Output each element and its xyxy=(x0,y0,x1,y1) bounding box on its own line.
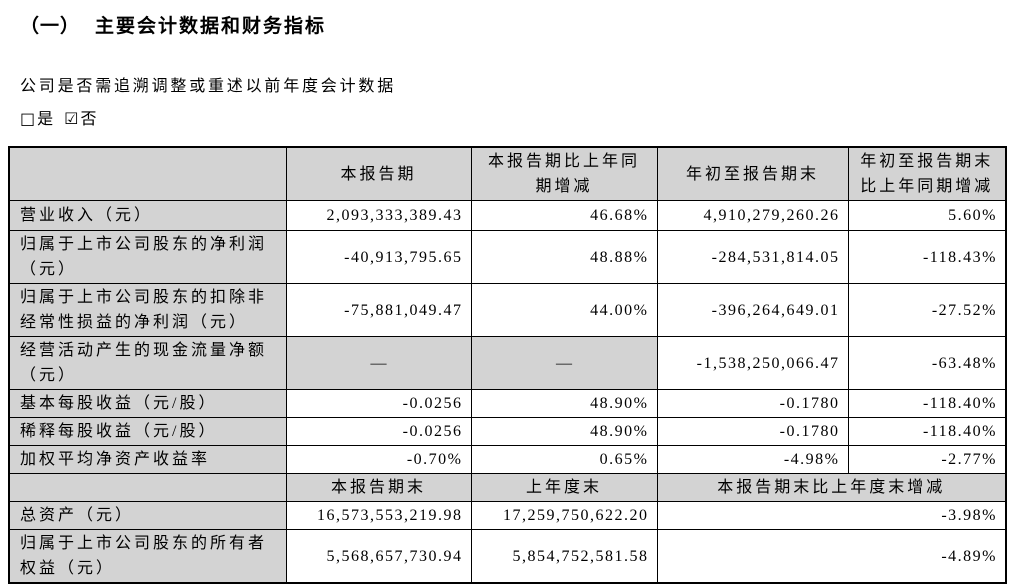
financial-indicators-table: 本报告期 本报告期比上年同期增减 年初至报告期末 年初至报告期末比上年同期增减 … xyxy=(8,146,1007,584)
section-heading: （一） 主要会计数据和财务指标 xyxy=(20,13,1032,41)
header-row-period: 本报告期 本报告期比上年同期增减 年初至报告期末 年初至报告期末比上年同期增减 xyxy=(8,146,1007,201)
cell-total-assets-prev-year-end: 17,259,750,622.20 xyxy=(470,501,658,530)
table-row-total-assets: 总资产（元） 16,573,553,219.98 17,259,750,622.… xyxy=(8,501,1007,530)
table-row-operating-revenue: 营业收入（元） 2,093,333,389.43 46.68% 4,910,27… xyxy=(8,200,1007,231)
row-label-weighted-avg-roe: 加权平均净资产收益率 xyxy=(8,445,287,474)
cell-total-assets-change: -3.98% xyxy=(656,501,1007,530)
header-blank-cell xyxy=(8,146,287,201)
cell-operating-revenue-ytd: 4,910,279,260.26 xyxy=(656,200,849,231)
cell-diluted-eps-yoy-change: 48.90% xyxy=(470,417,658,446)
cell-weighted-avg-roe-ytd-yoy-change: -2.77% xyxy=(847,445,1007,474)
checkbox-no-label: 否 xyxy=(80,111,98,128)
table-row-net-profit-excl-nonrecurring: 归属于上市公司股东的扣除非经常性损益的净利润（元） -75,881,049.47… xyxy=(8,283,1007,337)
row-label-net-profit-excl-nonrecurring: 归属于上市公司股东的扣除非经常性损益的净利润（元） xyxy=(8,283,287,337)
cell-basic-eps-current: -0.0256 xyxy=(285,389,472,418)
cell-diluted-eps-ytd-yoy-change: -118.40% xyxy=(847,417,1007,446)
row-label-basic-eps: 基本每股收益（元/股） xyxy=(8,389,287,418)
cell-basic-eps-yoy-change: 48.90% xyxy=(470,389,658,418)
row-label-equity-attributable: 归属于上市公司股东的所有者权益（元） xyxy=(8,529,287,584)
cell-diluted-eps-ytd: -0.1780 xyxy=(656,417,849,446)
cell-equity-attributable-prev-year-end: 5,854,752,581.58 xyxy=(470,529,658,584)
cell-total-assets-period-end: 16,573,553,219.98 xyxy=(285,501,472,530)
report-page: （一） 主要会计数据和财务指标 公司是否需追溯调整或重述以前年度会计数据 □是 ☑否… xyxy=(0,13,1032,584)
cell-net-profit-current: -40,913,795.65 xyxy=(285,230,472,284)
checkbox-yes-label: 是 xyxy=(37,111,55,128)
cell-weighted-avg-roe-current: -0.70% xyxy=(285,445,472,474)
table-row-net-profit: 归属于上市公司股东的净利润（元） -40,913,795.65 48.88% -… xyxy=(8,230,1007,284)
cell-operating-revenue-yoy-change: 46.68% xyxy=(470,200,658,231)
cell-weighted-avg-roe-ytd: -4.98% xyxy=(656,445,849,474)
cell-basic-eps-ytd: -0.1780 xyxy=(656,389,849,418)
cell-net-profit-excl-nonrecurring-ytd-yoy-change: -27.52% xyxy=(847,283,1007,337)
cell-net-profit-ytd-yoy-change: -118.43% xyxy=(847,230,1007,284)
header-ytd-yoy-change: 年初至报告期末比上年同期增减 xyxy=(847,146,1007,201)
cell-net-profit-excl-nonrecurring-ytd: -396,264,649.01 xyxy=(656,283,849,337)
table-row-operating-cash-flow: 经营活动产生的现金流量净额（元） — — -1,538,250,066.47 -… xyxy=(8,336,1007,390)
table-row-equity-attributable: 归属于上市公司股东的所有者权益（元） 5,568,657,730.94 5,85… xyxy=(8,529,1007,584)
header-ytd: 年初至报告期末 xyxy=(656,146,849,201)
cell-equity-attributable-period-end: 5,568,657,730.94 xyxy=(285,529,472,584)
row-label-operating-revenue: 营业收入（元） xyxy=(8,200,287,231)
cell-equity-attributable-change: -4.89% xyxy=(656,529,1007,584)
section-number: （一） xyxy=(20,16,81,37)
checkbox-unchecked-icon: □ xyxy=(20,109,37,128)
row-label-operating-cash-flow: 经营活动产生的现金流量净额（元） xyxy=(8,336,287,390)
row-label-net-profit: 归属于上市公司股东的净利润（元） xyxy=(8,230,287,284)
cell-basic-eps-ytd-yoy-change: -118.40% xyxy=(847,389,1007,418)
row-label-diluted-eps: 稀释每股收益（元/股） xyxy=(8,417,287,446)
cell-operating-revenue-current: 2,093,333,389.43 xyxy=(285,200,472,231)
cell-diluted-eps-current: -0.0256 xyxy=(285,417,472,446)
row-label-total-assets: 总资产（元） xyxy=(8,501,287,530)
cell-operating-cash-flow-yoy-change: — xyxy=(470,336,658,390)
cell-operating-cash-flow-ytd-yoy-change: -63.48% xyxy=(847,336,1007,390)
restatement-question: 公司是否需追溯调整或重述以前年度会计数据 xyxy=(20,78,397,95)
cell-operating-revenue-ytd-yoy-change: 5.60% xyxy=(847,200,1007,231)
cell-net-profit-excl-nonrecurring-yoy-change: 44.00% xyxy=(470,283,658,337)
header-balance-blank-cell xyxy=(8,473,287,502)
header-prev-year-end: 上年度末 xyxy=(470,473,658,502)
header-current-period: 本报告期 xyxy=(285,146,472,201)
checkbox-checked-icon: ☑ xyxy=(64,109,80,128)
cell-operating-cash-flow-ytd: -1,538,250,066.47 xyxy=(656,336,849,390)
header-period-end-change: 本报告期末比上年度末增减 xyxy=(656,473,1007,502)
cell-net-profit-yoy-change: 48.88% xyxy=(470,230,658,284)
restatement-answer-row: □是 ☑否 xyxy=(20,107,1032,132)
header-period-yoy-change: 本报告期比上年同期增减 xyxy=(470,146,658,201)
cell-net-profit-excl-nonrecurring-current: -75,881,049.47 xyxy=(285,283,472,337)
section-title: 主要会计数据和财务指标 xyxy=(95,16,327,37)
table-row-diluted-eps: 稀释每股收益（元/股） -0.0256 48.90% -0.1780 -118.… xyxy=(8,417,1007,446)
header-period-end: 本报告期末 xyxy=(285,473,472,502)
table-row-weighted-avg-roe: 加权平均净资产收益率 -0.70% 0.65% -4.98% -2.77% xyxy=(8,445,1007,474)
cell-net-profit-ytd: -284,531,814.05 xyxy=(656,230,849,284)
table-row-basic-eps: 基本每股收益（元/股） -0.0256 48.90% -0.1780 -118.… xyxy=(8,389,1007,418)
cell-weighted-avg-roe-yoy-change: 0.65% xyxy=(470,445,658,474)
cell-operating-cash-flow-current: — xyxy=(285,336,472,390)
header-row-balance: 本报告期末 上年度末 本报告期末比上年度末增减 xyxy=(8,473,1007,502)
